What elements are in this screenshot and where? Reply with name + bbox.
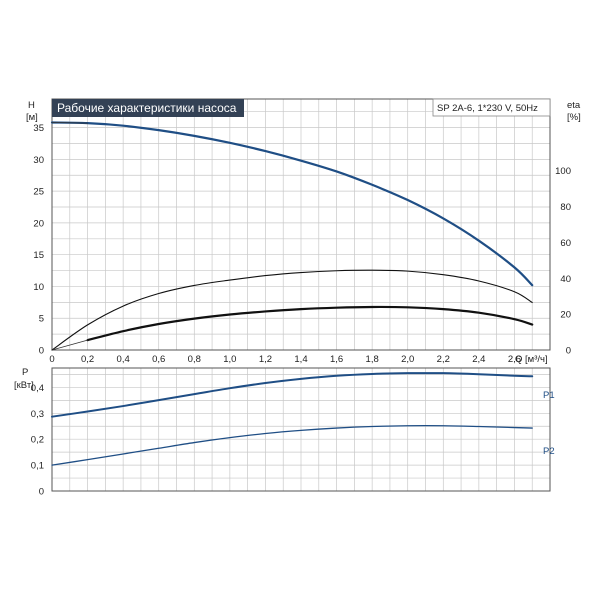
x-tick-label: 0,4 xyxy=(117,354,130,365)
y2-tick-label: 40 xyxy=(560,274,571,285)
y2-tick-label: 60 xyxy=(560,238,571,249)
model-label: SP 2A-6, 1*230 V, 50Hz xyxy=(437,103,538,114)
series-label-p2: P2 xyxy=(543,446,555,457)
p-tick-label: 0,4 xyxy=(31,383,44,394)
lower-frame xyxy=(51,367,551,492)
y-tick-label: 20 xyxy=(33,218,44,229)
lower-y-tick-labels: 0 0,1 0,2 0,3 0,4 xyxy=(31,383,44,498)
x-tick-label: 1,6 xyxy=(330,354,343,365)
p-tick-label: 0 xyxy=(39,487,44,498)
p-tick-label: 0,3 xyxy=(31,409,44,420)
chart-title: Рабочие характеристики насоса xyxy=(57,101,237,115)
y-tick-label: 0 xyxy=(39,346,44,357)
x-tick-label: 1,4 xyxy=(294,354,307,365)
upper-y2-tick-labels: 0 20 40 60 80 100 xyxy=(555,166,571,356)
y-axis-unit-h: [м] xyxy=(26,112,38,123)
curve-eta xyxy=(51,269,533,351)
x-tick-label: 2,6 xyxy=(508,354,521,365)
y-tick-label: 10 xyxy=(33,282,44,293)
curve-eta-total xyxy=(86,305,534,342)
curve-p1 xyxy=(51,372,534,418)
upper-x-tick-labels: 0 0,2 0,4 0,6 0,8 1,0 1,2 1,4 1,6 1,8 2,0 2,2 2,4 2,6 xyxy=(49,354,521,365)
y-axis-label-h: H xyxy=(28,100,35,111)
curve-eta-total-leadin xyxy=(51,339,88,351)
y-tick-label: 25 xyxy=(33,187,44,198)
p-tick-label: 0,2 xyxy=(31,435,44,446)
x-tick-label: 1,2 xyxy=(259,354,272,365)
upper-curves xyxy=(50,121,534,351)
x-tick-label: 2,4 xyxy=(472,354,485,365)
x-tick-label: 0,6 xyxy=(152,354,165,365)
p-axis-unit: [кВт] xyxy=(14,380,34,391)
series-label-p1: P1 xyxy=(543,390,555,401)
y2-tick-label: 0 xyxy=(566,346,571,357)
p-axis-label: P xyxy=(22,367,28,378)
y2-axis-unit-eta: [%] xyxy=(567,112,581,123)
y-tick-label: 15 xyxy=(33,250,44,261)
p-tick-label: 0,1 xyxy=(31,461,44,472)
curve-head-thin xyxy=(51,122,88,124)
y-tick-label: 30 xyxy=(33,155,44,166)
y2-tick-label: 20 xyxy=(560,310,571,321)
y2-tick-label: 80 xyxy=(560,202,571,213)
x-tick-label: 2,0 xyxy=(401,354,414,365)
y-tick-label: 35 xyxy=(33,123,44,134)
x-tick-label: 2,2 xyxy=(437,354,450,365)
x-tick-label: 0,2 xyxy=(81,354,94,365)
x-tick-label: 0,8 xyxy=(188,354,201,365)
curve-head xyxy=(50,121,534,287)
lower-curves xyxy=(51,372,534,466)
x-tick-label: 1,0 xyxy=(223,354,236,365)
x-axis-label: Q [м³/ч] xyxy=(515,354,548,365)
x-tick-label: 1,8 xyxy=(366,354,379,365)
x-tick-label: 0 xyxy=(49,354,54,365)
upper-frame xyxy=(51,98,551,351)
y2-tick-label: 100 xyxy=(555,166,571,177)
model-box xyxy=(432,98,551,117)
curve-p2 xyxy=(51,424,533,466)
title-box xyxy=(52,99,244,117)
y2-axis-label-eta: eta xyxy=(567,100,581,111)
upper-y-tick-labels: 0 5 10 15 20 25 30 35 xyxy=(33,123,44,356)
y-tick-label: 5 xyxy=(39,314,44,325)
